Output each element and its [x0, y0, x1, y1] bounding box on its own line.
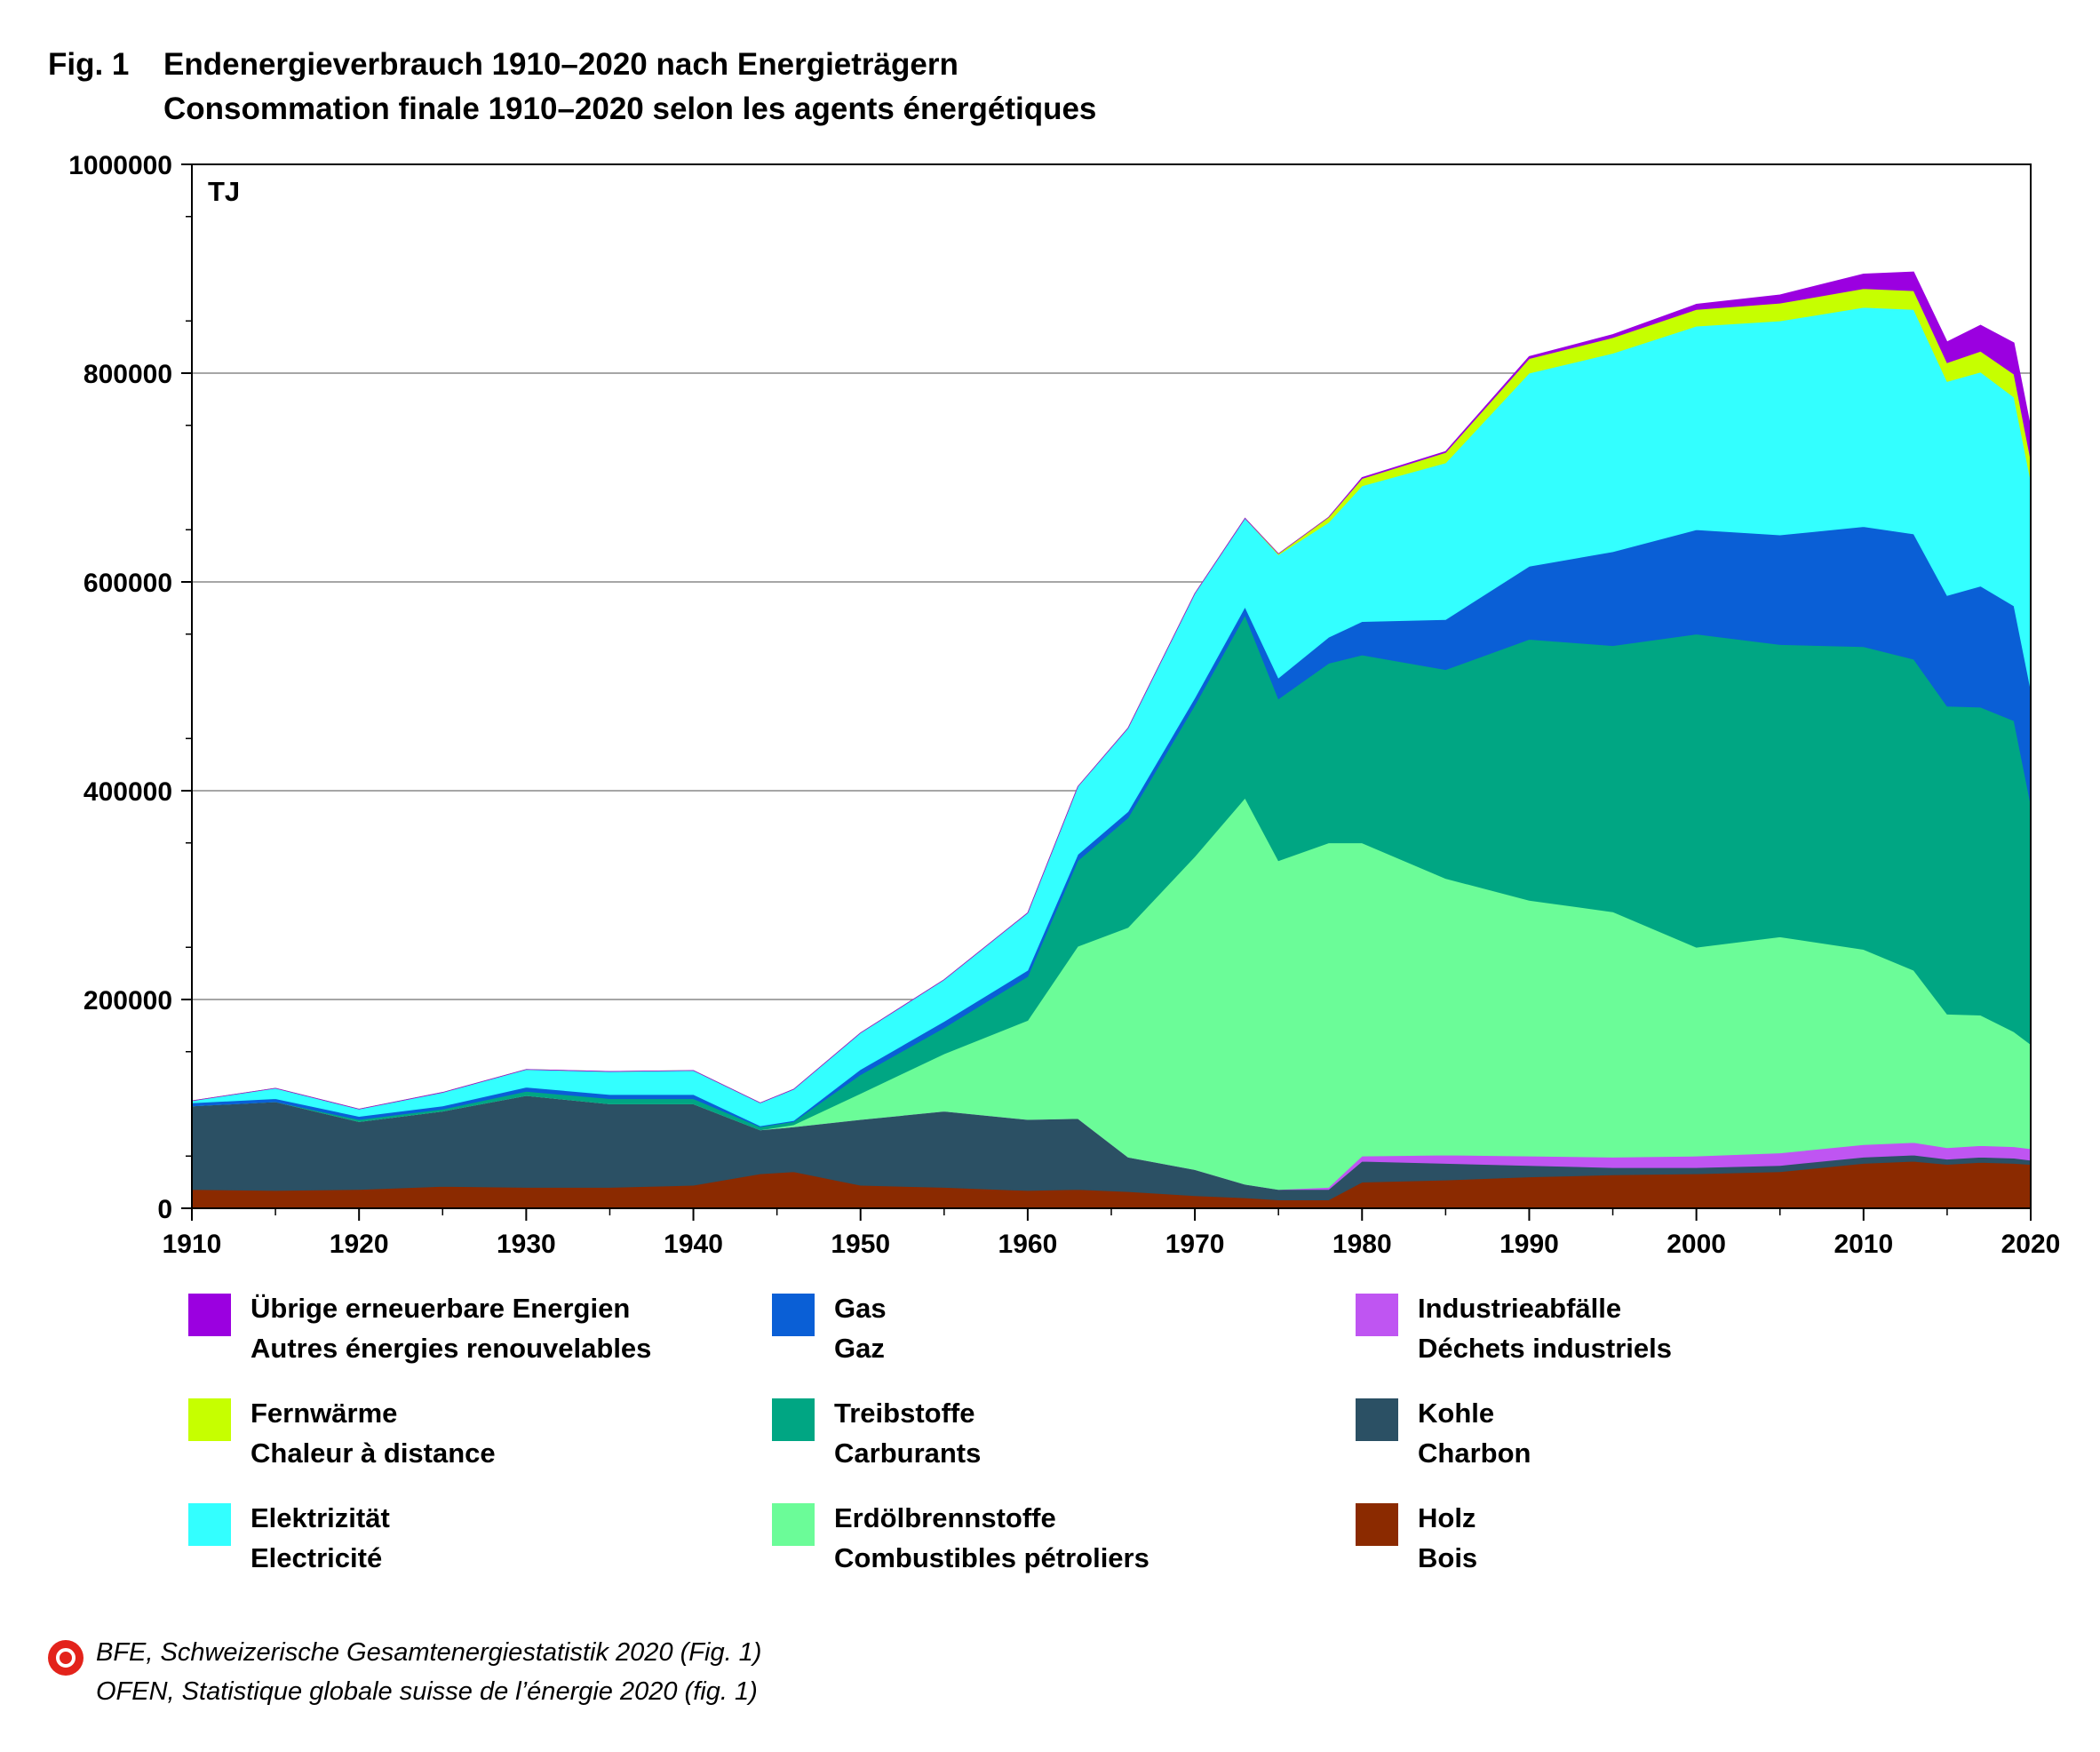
legend-item: Übrige erneuerbare Energien Autres énergi…: [188, 1288, 757, 1368]
axes: 0 200000 400000 600000 800000 1000000 1910 1920…: [68, 151, 2060, 1259]
legend-label-fr: Chaleur à distance: [251, 1437, 496, 1469]
legend-label-de: Elektrizität: [251, 1502, 390, 1533]
x-tick-label: 1960: [998, 1230, 1058, 1259]
y-tick-label: 200000: [84, 986, 172, 1015]
legend-label-fr: Charbon: [1418, 1437, 1531, 1469]
y-tick-label: 600000: [84, 569, 172, 598]
unit-label: TJ: [208, 176, 240, 207]
x-tick-label: 1930: [497, 1230, 556, 1259]
x-tick-label: 1940: [664, 1230, 723, 1259]
legend-label-fr: Electricité: [251, 1542, 383, 1573]
legend-item: Holz Bois: [1356, 1498, 1924, 1578]
legend-label-de: Übrige erneuerbare Energien: [251, 1293, 631, 1324]
source-line-1: BFE, Schweizerische Gesamtenergiestatist…: [96, 1638, 762, 1667]
legend-item: Kohle Charbon: [1356, 1393, 1924, 1473]
legend-label-de: Erdölbrennstoffe: [834, 1502, 1056, 1533]
x-tick-label: 2020: [2001, 1230, 2061, 1259]
x-tick-label: 1950: [831, 1230, 890, 1259]
legend-swatch: [1356, 1503, 1398, 1546]
source-note: BFE, Schweizerische Gesamtenergiestatist…: [48, 1633, 761, 1711]
legend-label-fr: Gaz: [834, 1333, 885, 1364]
legend-label-fr: Carburants: [834, 1437, 982, 1469]
x-tick-label: 1970: [1165, 1230, 1225, 1259]
y-tick-label: 1000000: [68, 151, 172, 180]
legend-swatch: [1356, 1398, 1398, 1441]
legend-item: Industrieabfälle Déchets industriels: [1356, 1288, 1924, 1368]
y-tick-label: 400000: [84, 777, 172, 807]
legend-swatch: [772, 1398, 815, 1441]
source-line-2: OFEN, Statistique globale suisse de l’én…: [96, 1677, 758, 1706]
x-tick-label: 2010: [1834, 1230, 1893, 1259]
legend-label-de: Treibstoffe: [834, 1398, 975, 1429]
legend-swatch: [1356, 1294, 1398, 1336]
legend-item: Gas Gaz: [772, 1288, 1340, 1368]
x-tick-label: 1920: [330, 1230, 389, 1259]
legend-item: Fernwärme Chaleur à distance: [188, 1393, 757, 1473]
figure-title-de: Endenergieverbrauch 1910–2020 nach Energ…: [163, 47, 959, 82]
stacked-area-chart: 0 200000 400000 600000 800000 1000000 1910 1920…: [68, 151, 2060, 1259]
legend-label-de: Industrieabfälle: [1418, 1293, 1622, 1324]
x-tick-label: 1990: [1499, 1230, 1559, 1259]
legend-swatch: [188, 1503, 231, 1546]
legend-label-de: Kohle: [1418, 1398, 1495, 1429]
x-tick-label: 2000: [1666, 1230, 1726, 1259]
y-tick-label: 800000: [84, 360, 172, 389]
y-tick-label: 0: [157, 1195, 172, 1224]
figure-title-block: Fig. 1 Endenergieverbrauch 1910–2020 nac…: [48, 43, 1096, 131]
legend-label-fr: Déchets industriels: [1418, 1333, 1672, 1364]
legend-label-de: Gas: [834, 1293, 887, 1324]
legend-swatch: [188, 1398, 231, 1441]
figure-number: Fig. 1: [48, 47, 130, 82]
legend-label-de: Holz: [1418, 1502, 1476, 1533]
legend-label-fr: Autres énergies renouvelables: [251, 1333, 652, 1364]
legend-label-fr: Bois: [1418, 1542, 1478, 1573]
legend-swatch: [772, 1294, 815, 1336]
legend-swatch: [188, 1294, 231, 1336]
legend-swatch: [772, 1503, 815, 1546]
x-tick-label: 1910: [163, 1230, 222, 1259]
x-tick-label: 1980: [1332, 1230, 1392, 1259]
source-logo-icon: [48, 1640, 84, 1676]
series-areas: [191, 271, 2032, 1209]
legend-label-de: Fernwärme: [251, 1398, 398, 1429]
figure-title-fr: Consommation finale 1910–2020 selon les …: [163, 92, 1097, 126]
legend-item: Elektrizität Electricité: [188, 1498, 757, 1578]
legend-item: Treibstoffe Carburants: [772, 1393, 1340, 1473]
legend-label-fr: Combustibles pétroliers: [834, 1542, 1149, 1573]
legend-item: Erdölbrennstoffe Combustibles pétroliers: [772, 1498, 1340, 1578]
